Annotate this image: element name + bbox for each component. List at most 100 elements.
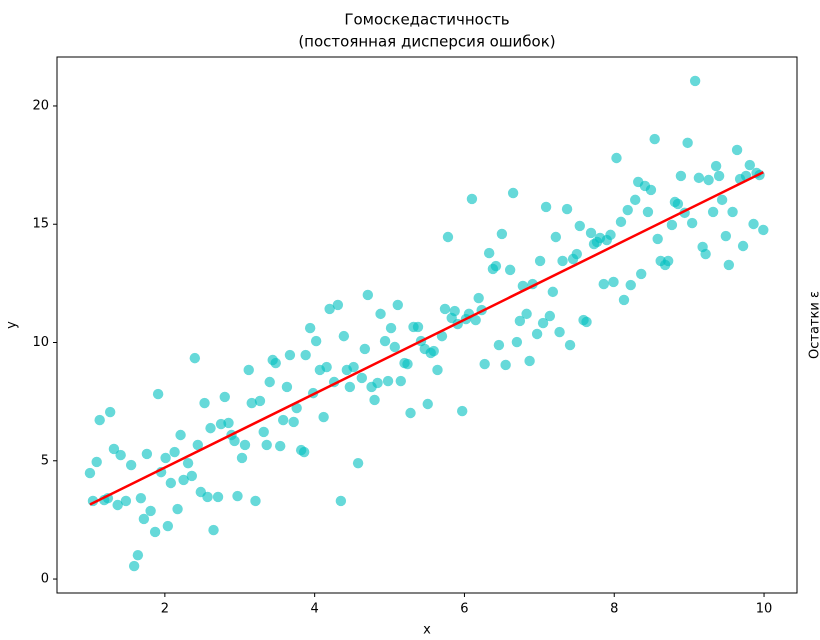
point	[132, 549, 144, 561]
y-axis-label: y	[5, 321, 20, 329]
point	[748, 218, 759, 230]
point	[723, 259, 735, 271]
point	[356, 372, 368, 384]
point	[91, 456, 102, 468]
point	[165, 477, 177, 489]
point	[622, 204, 633, 216]
point	[178, 474, 189, 486]
point	[359, 343, 371, 355]
point	[585, 227, 597, 239]
point	[550, 231, 562, 243]
chart-subtitle: (постоянная дисперсия ошибок)	[298, 33, 555, 51]
point	[300, 349, 311, 361]
y-tick-label: 0	[41, 572, 49, 587]
point	[672, 198, 684, 210]
point	[152, 388, 164, 400]
point	[581, 316, 592, 328]
point	[713, 170, 725, 182]
point	[264, 376, 275, 388]
point	[422, 398, 433, 410]
point	[547, 286, 559, 298]
point	[636, 268, 647, 280]
point	[514, 315, 526, 327]
point	[369, 394, 380, 406]
side-label: Остатки ε	[808, 291, 820, 359]
point	[254, 395, 266, 407]
point	[436, 330, 448, 342]
point	[318, 411, 329, 423]
point	[145, 505, 156, 517]
point	[135, 492, 147, 504]
point	[466, 193, 478, 205]
point	[432, 364, 443, 376]
point	[395, 375, 406, 387]
point	[405, 407, 416, 419]
point	[162, 520, 174, 532]
point	[284, 349, 296, 361]
point	[332, 299, 344, 311]
point	[335, 495, 347, 507]
point	[700, 248, 711, 260]
point	[716, 194, 728, 206]
point	[304, 322, 316, 334]
point	[274, 440, 286, 452]
point	[625, 279, 636, 291]
point	[544, 310, 556, 322]
point	[442, 231, 454, 243]
point	[324, 303, 335, 315]
y-tick-label: 10	[32, 335, 49, 350]
point	[758, 224, 769, 236]
point	[229, 435, 240, 447]
point	[571, 248, 582, 260]
point	[574, 220, 585, 232]
point	[199, 397, 210, 409]
point	[666, 219, 678, 231]
point	[500, 359, 511, 371]
point	[449, 305, 460, 317]
point	[686, 217, 698, 229]
point	[232, 490, 243, 502]
point	[192, 439, 204, 451]
point	[507, 187, 519, 199]
point	[258, 426, 269, 438]
point	[428, 345, 439, 357]
point	[693, 172, 705, 184]
point	[483, 247, 495, 259]
point	[557, 255, 568, 267]
plot-frame	[56, 56, 798, 594]
point	[243, 364, 254, 376]
point	[310, 335, 322, 347]
point	[348, 361, 359, 373]
point	[389, 341, 400, 353]
point	[321, 361, 332, 373]
point	[537, 317, 549, 329]
point	[108, 443, 120, 455]
point	[642, 206, 654, 218]
point	[561, 203, 573, 215]
point	[630, 194, 641, 206]
point	[115, 449, 126, 461]
point	[182, 457, 194, 469]
point	[720, 230, 732, 242]
point	[605, 229, 616, 241]
point	[615, 216, 627, 228]
point	[186, 470, 198, 482]
point	[172, 503, 183, 515]
point	[493, 339, 505, 351]
point	[682, 137, 693, 149]
point	[175, 429, 186, 441]
point	[281, 381, 293, 393]
y-tick-label: 15	[32, 217, 49, 232]
point	[439, 303, 451, 315]
point	[277, 414, 289, 426]
point	[379, 335, 391, 347]
point	[128, 560, 140, 572]
point	[372, 377, 383, 389]
point	[212, 491, 224, 503]
x-tick-label: 6	[460, 602, 468, 617]
point	[362, 289, 374, 301]
point	[608, 276, 619, 288]
point	[138, 513, 150, 525]
point	[112, 499, 123, 511]
